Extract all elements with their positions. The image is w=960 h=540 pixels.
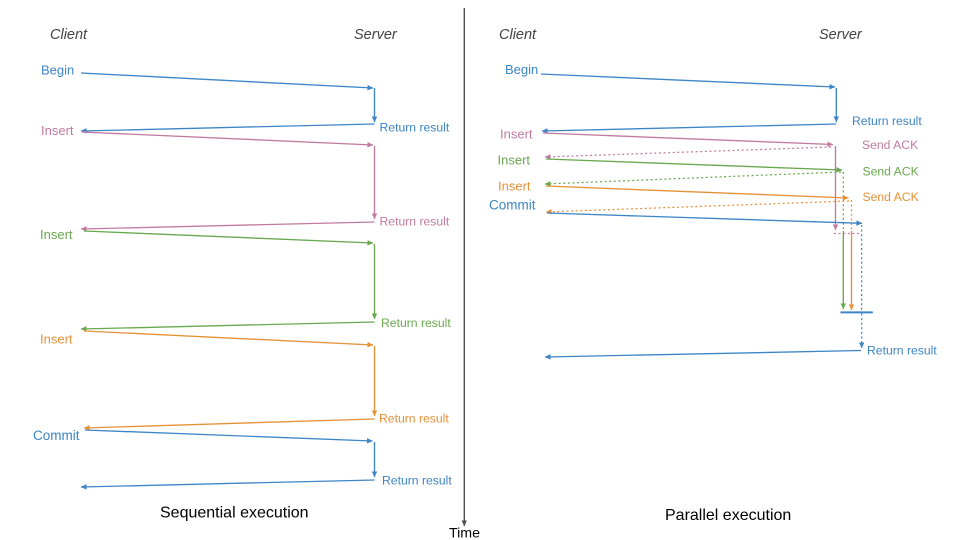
svg-text:Sequential execution: Sequential execution	[160, 505, 309, 522]
svg-text:Return result: Return result	[379, 412, 449, 426]
svg-text:Begin: Begin	[41, 63, 74, 78]
svg-text:Return result: Return result	[867, 344, 937, 358]
svg-text:Server: Server	[819, 27, 863, 43]
svg-text:Client: Client	[50, 27, 88, 43]
svg-text:Insert: Insert	[41, 123, 74, 138]
svg-text:Insert: Insert	[500, 127, 533, 142]
svg-text:Return result: Return result	[382, 474, 452, 488]
svg-text:Client: Client	[499, 27, 537, 43]
svg-text:Return result: Return result	[381, 316, 451, 330]
svg-text:Insert: Insert	[498, 179, 531, 194]
svg-text:Insert: Insert	[498, 153, 531, 168]
svg-text:Insert: Insert	[40, 227, 73, 242]
svg-text:Send ACK: Send ACK	[863, 165, 919, 179]
svg-text:Commit: Commit	[489, 198, 536, 213]
svg-text:Parallel execution: Parallel execution	[665, 507, 791, 524]
svg-text:Server: Server	[354, 27, 398, 43]
svg-text:Commit: Commit	[33, 428, 80, 443]
svg-text:Begin: Begin	[505, 62, 538, 77]
svg-text:Return result: Return result	[380, 215, 450, 229]
svg-text:Insert: Insert	[40, 332, 73, 347]
svg-text:Send ACK: Send ACK	[862, 138, 918, 152]
svg-text:Time: Time	[449, 526, 480, 540]
svg-text:Return result: Return result	[380, 121, 450, 135]
svg-text:Send ACK: Send ACK	[863, 190, 919, 204]
svg-text:Return result: Return result	[852, 114, 922, 128]
